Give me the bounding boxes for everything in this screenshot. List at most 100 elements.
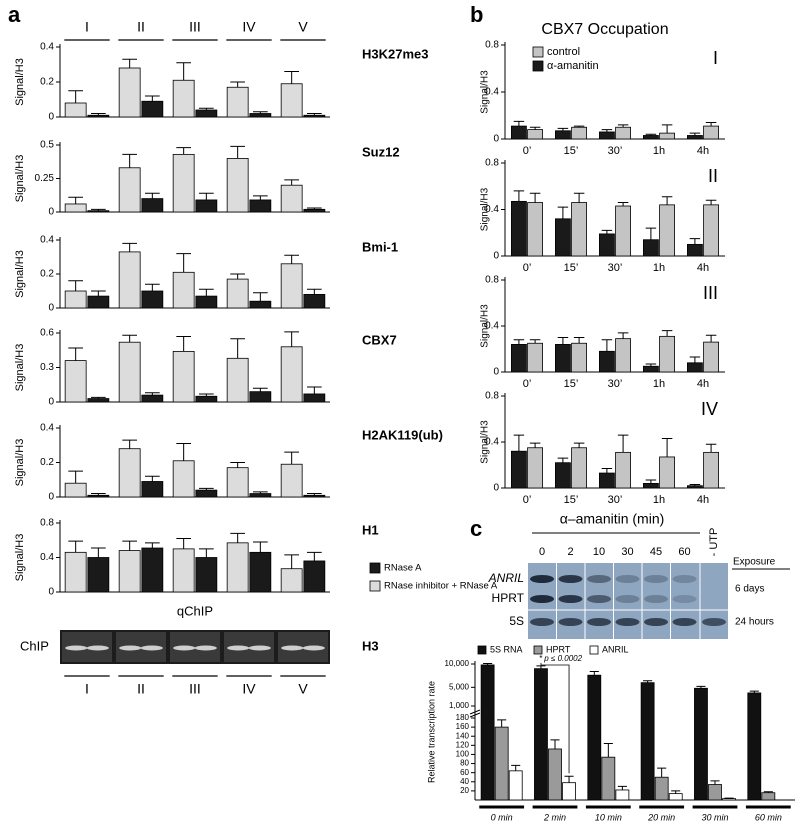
bar bbox=[172, 271, 195, 309]
y-tick-label: 0.8 bbox=[485, 158, 499, 169]
y-axis-label: Signal/H3 bbox=[14, 58, 26, 106]
legend-label: RNase A bbox=[384, 563, 422, 574]
error-bar bbox=[557, 127, 569, 131]
bar bbox=[141, 290, 164, 309]
exposure-label: 24 hours bbox=[735, 617, 774, 628]
gel-band bbox=[119, 645, 142, 651]
error-bar bbox=[557, 457, 569, 463]
error-bar bbox=[529, 126, 541, 130]
gel-band bbox=[558, 618, 583, 626]
legend-label: RNase inhibitor + RNase A bbox=[384, 581, 498, 592]
bar bbox=[510, 450, 527, 489]
error-bar bbox=[661, 124, 673, 134]
bar bbox=[534, 668, 548, 801]
gel-lane-label: 2 bbox=[567, 546, 573, 558]
bar bbox=[571, 202, 587, 257]
error-bar bbox=[306, 288, 322, 295]
bar bbox=[643, 135, 659, 140]
bar bbox=[226, 278, 249, 309]
error-bar bbox=[617, 434, 629, 453]
error-bar bbox=[573, 337, 585, 344]
error-bar bbox=[601, 129, 613, 132]
y-tick-label: 0.3 bbox=[40, 362, 54, 373]
error-bar bbox=[689, 132, 701, 136]
error-bar bbox=[68, 196, 84, 204]
bar bbox=[659, 456, 675, 489]
bar bbox=[571, 447, 587, 489]
error-bar bbox=[176, 538, 192, 549]
exposure-header: Exposure bbox=[733, 557, 776, 568]
gel-label: ChIP bbox=[20, 638, 49, 653]
bar bbox=[303, 114, 326, 118]
error-bar bbox=[176, 335, 192, 352]
gel-lane-label: 10 bbox=[593, 546, 605, 558]
bar bbox=[118, 341, 141, 403]
bar bbox=[195, 109, 218, 118]
bar bbox=[87, 557, 110, 593]
y-tick-label: 0.4 bbox=[485, 87, 499, 98]
gel-header: α–amanitin (min) bbox=[560, 511, 665, 527]
gel-band bbox=[672, 575, 697, 583]
chart-title: CBX7 bbox=[362, 332, 397, 347]
y-tick-label: 140 bbox=[456, 731, 470, 740]
error-bar bbox=[68, 540, 84, 553]
lane-label: II bbox=[137, 681, 145, 697]
error-bar bbox=[661, 330, 673, 337]
error-bar bbox=[617, 785, 627, 790]
bar bbox=[510, 200, 527, 257]
y-tick-label: 5,000 bbox=[449, 682, 470, 691]
error-bar bbox=[230, 145, 246, 159]
legend-swatch bbox=[589, 645, 599, 655]
gel-band bbox=[644, 618, 668, 626]
error-bar bbox=[144, 392, 160, 396]
bar bbox=[571, 342, 587, 373]
gel-band bbox=[558, 595, 583, 603]
bar bbox=[64, 203, 87, 213]
gel-band bbox=[702, 618, 726, 626]
error-bar bbox=[536, 665, 546, 669]
gel-band bbox=[615, 618, 640, 626]
bar bbox=[555, 343, 571, 373]
gel-lane-label: 30 bbox=[621, 546, 633, 558]
bar bbox=[480, 664, 495, 801]
x-tick-label: IV bbox=[242, 19, 256, 35]
legend-swatch bbox=[533, 645, 543, 655]
error-bar bbox=[90, 208, 106, 211]
error-bar bbox=[176, 62, 192, 81]
error-bar bbox=[529, 339, 541, 344]
error-bar bbox=[306, 207, 322, 210]
error-bar bbox=[198, 107, 214, 110]
error-bar bbox=[230, 273, 246, 280]
bar bbox=[562, 782, 576, 801]
bar bbox=[87, 494, 110, 498]
error-bar bbox=[122, 242, 138, 252]
legend-swatch bbox=[532, 46, 544, 58]
error-bar bbox=[122, 540, 138, 551]
error-bar bbox=[645, 133, 657, 136]
bar bbox=[601, 756, 616, 801]
chart-title: H1 bbox=[362, 522, 379, 537]
error-bar bbox=[90, 493, 106, 496]
bar bbox=[615, 451, 631, 489]
gel-target: H3 bbox=[362, 638, 379, 653]
bar bbox=[527, 202, 543, 257]
error-bar bbox=[603, 743, 613, 758]
error-bar bbox=[589, 670, 599, 676]
error-bar bbox=[306, 493, 322, 496]
y-tick-label: 80 bbox=[460, 759, 469, 768]
y-tick-label: 60 bbox=[460, 768, 469, 777]
bar bbox=[172, 153, 195, 213]
x-axis-label: qChIP bbox=[177, 603, 213, 618]
bar bbox=[141, 547, 164, 593]
chart-title: H3K27me3 bbox=[362, 46, 429, 61]
error-bar bbox=[176, 253, 192, 273]
y-tick-label: 0.6 bbox=[40, 328, 54, 339]
bar bbox=[599, 350, 615, 373]
y-axis-label: Signal/H3 bbox=[14, 534, 26, 582]
error-bar bbox=[497, 719, 507, 728]
gel-control: - UTP bbox=[708, 528, 720, 557]
x-tick-label: 4h bbox=[697, 494, 709, 506]
error-bar bbox=[122, 153, 138, 168]
bar bbox=[640, 682, 655, 801]
bar bbox=[571, 126, 587, 140]
